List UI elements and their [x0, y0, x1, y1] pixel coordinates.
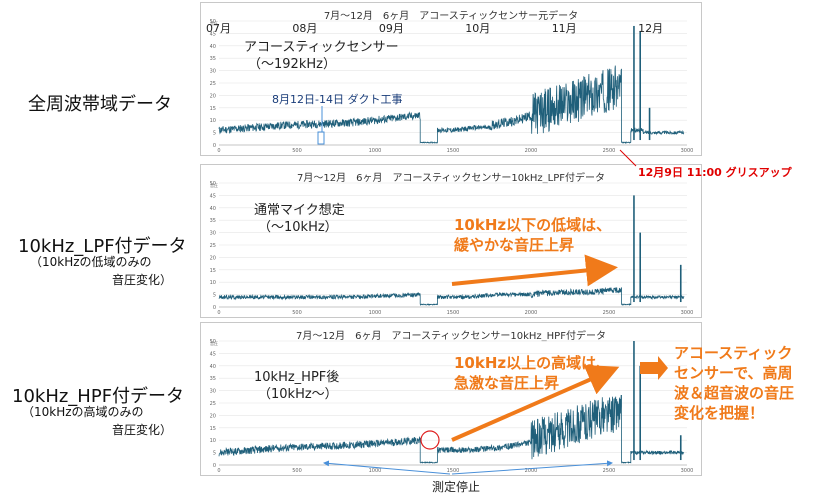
y-tick-label: 40	[210, 44, 216, 50]
lpf-note-1: 10kHz以下の低域は、	[454, 216, 612, 234]
y-tick-label: 35	[210, 218, 216, 224]
y-tick-label: 10	[210, 118, 216, 124]
y-tick-label: 5	[213, 131, 216, 137]
series-label-raw-2: （～192kHz）	[248, 57, 336, 72]
y-tick-label: 0	[213, 305, 216, 311]
hpf-note-1: 10kHz以上の高域は、	[454, 354, 612, 372]
x-tick-label: 0	[217, 148, 220, 154]
y-axis-label: 音圧	[210, 182, 218, 188]
month-label: 08月	[292, 22, 318, 35]
y-tick-label: 50	[210, 19, 216, 25]
chart-title: 7月～12月 6ヶ月 アコースティックセンサー10kHz_HPF付データ	[296, 331, 606, 342]
month-label: 12月	[638, 22, 664, 35]
duct-work-note: 8月12日-14日 ダクト工事	[272, 93, 403, 106]
x-tick-label: 1000	[369, 310, 382, 316]
y-tick-label: 0	[213, 463, 216, 469]
y-tick-label: 50	[210, 339, 216, 345]
month-label: 11月	[551, 22, 577, 35]
chart-title: 7月～12月 6ヶ月 アコースティックセンサー10kHz_LPF付データ	[297, 173, 605, 184]
y-tick-label: 15	[210, 268, 216, 274]
summary-line-1: アコースティック	[674, 344, 793, 362]
summary-line-2: センサーで、高周	[674, 364, 793, 382]
chart-panel-hpf: 7月～12月 6ヶ月 アコースティックセンサー10kHz_HPF付データ 0 5 1…	[200, 322, 702, 476]
x-tick-label: 1500	[447, 148, 460, 154]
stop-note: 測定停止	[432, 480, 481, 494]
x-tick-label: 2500	[603, 468, 616, 474]
series-label-lpf-1: 通常マイク想定	[254, 203, 345, 218]
y-tick-label: 50	[210, 181, 216, 187]
chart-panel-lpf: 7月～12月 6ヶ月 アコースティックセンサー10kHz_LPF付データ 0 5 1…	[200, 164, 702, 318]
chart-title: 7月～12月 6ヶ月 アコースティックセンサー元データ	[323, 11, 579, 22]
x-tick-label: 3000	[681, 310, 694, 316]
chart-panel-raw: 7月～12月 6ヶ月 アコースティックセンサー元データ 0 5 10 15 20 25 30…	[200, 2, 702, 156]
x-tick-label: 2000	[525, 310, 538, 316]
x-tick-label: 500	[292, 468, 302, 474]
series-label-raw-1: アコースティックセンサー	[244, 40, 399, 55]
y-tick-label: 30	[210, 69, 216, 75]
x-tick-label: 0	[217, 310, 220, 316]
y-tick-label: 45	[210, 31, 216, 37]
y-tick-label: 0	[213, 143, 216, 149]
y-axis-label: 音圧	[210, 340, 218, 346]
x-tick-label: 3000	[681, 148, 694, 154]
y-tick-label: 20	[210, 93, 216, 99]
x-tick-label: 1000	[369, 148, 382, 154]
y-tick-label: 35	[210, 56, 216, 62]
x-tick-label: 2500	[603, 310, 616, 316]
summary-line-4: 変化を把握！	[674, 404, 765, 422]
series-label-hpf-1: 10kHz_HPF後	[254, 370, 340, 385]
month-label: 10月	[465, 22, 491, 35]
row2-sub2: 音圧変化）	[112, 273, 173, 287]
x-tick-label: 500	[292, 148, 302, 154]
y-tick-label: 30	[210, 231, 216, 237]
y-tick-label: 40	[210, 364, 216, 370]
y-tick-label: 10	[210, 438, 216, 444]
y-tick-label: 30	[210, 389, 216, 395]
row1-label: 全周波帯域データ	[28, 94, 172, 115]
y-tick-label: 25	[210, 243, 216, 249]
y-tick-label: 10	[210, 280, 216, 286]
summary-line-3: 波＆超音波の音圧	[674, 384, 795, 402]
x-tick-label: 1000	[369, 468, 382, 474]
row3-sub2: 音圧変化）	[112, 423, 173, 437]
x-tick-label: 3000	[681, 468, 694, 474]
x-tick-label: 2000	[525, 468, 538, 474]
series-label-lpf-2: （～10kHz）	[258, 220, 338, 235]
lpf-note-2: 緩やかな音圧上昇	[454, 236, 575, 254]
x-tick-label: 1500	[447, 310, 460, 316]
y-tick-label: 45	[210, 193, 216, 199]
month-label: 09月	[378, 22, 404, 35]
y-tick-label: 15	[210, 426, 216, 432]
y-tick-label: 5	[213, 451, 216, 457]
y-tick-label: 40	[210, 206, 216, 212]
x-tick-label: 0	[217, 468, 220, 474]
month-label: 07月	[206, 22, 231, 35]
x-tick-label: 2500	[603, 148, 616, 154]
row3-sub1: （10kHzの高域のみの	[22, 405, 144, 419]
row3-label: 10kHz_HPF付データ	[12, 386, 185, 407]
y-tick-label: 20	[210, 255, 216, 261]
x-tick-label: 1500	[447, 468, 460, 474]
series-line	[218, 286, 685, 306]
y-tick-label: 20	[210, 413, 216, 419]
row2-sub1: （10kHzの低域のみの	[30, 255, 152, 269]
x-tick-label: 500	[292, 310, 302, 316]
y-tick-label: 15	[210, 106, 216, 112]
y-tick-label: 25	[210, 81, 216, 87]
grease-up-note: 12月9日 11:00 グリスアップ	[638, 166, 792, 179]
y-axis-label: 音圧	[210, 20, 218, 26]
row2-label: 10kHz_LPF付データ	[18, 236, 187, 257]
hpf-note-2: 急激な音圧上昇	[454, 374, 560, 392]
y-tick-label: 25	[210, 401, 216, 407]
y-tick-label: 5	[213, 293, 216, 299]
series-line	[218, 65, 685, 144]
y-tick-label: 45	[210, 351, 216, 357]
x-tick-label: 2000	[525, 148, 538, 154]
series-label-hpf-2: （10kHz～）	[258, 387, 338, 402]
y-tick-label: 35	[210, 376, 216, 382]
